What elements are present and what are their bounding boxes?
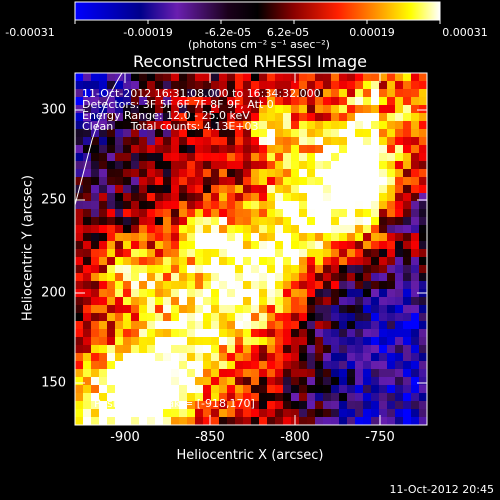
colorbar-gradient [74, 1, 441, 21]
y-tick: 200 [41, 285, 66, 301]
timestamp-footer: 11-Oct-2012 20:45 [389, 483, 494, 496]
colorbar-tick: -0.00019 [123, 26, 173, 39]
colorbar [74, 1, 441, 24]
y-tick: 300 [41, 102, 66, 118]
peak-position: Position of Peak = [-918,170] [94, 397, 255, 410]
x-tick: -800 [280, 430, 310, 445]
info-clean: Clean Total counts: 4.13E+03 [82, 120, 259, 133]
colorbar-units: (photons cm⁻² s⁻¹ asec⁻²) [188, 38, 330, 51]
image-title: Reconstructed RHESSI Image [133, 52, 367, 71]
y-tick: 150 [41, 375, 66, 391]
colorbar-tick: 6.2e-05 [266, 26, 310, 39]
colorbar-tick: -6.2e-05 [204, 26, 252, 39]
y-axis-label: Heliocentric Y (arcsec) [20, 175, 36, 321]
x-tick: -900 [110, 430, 140, 445]
info-detectors: Detectors: 3F 5F 6F 7F 8F 9F, Att 0 [82, 98, 274, 111]
colorbar-tick: -0.00031 [5, 26, 55, 39]
x-tick: -850 [195, 430, 225, 445]
colorbar-tick: 0.00019 [349, 26, 395, 39]
colorbar-tick: 0.00031 [442, 26, 488, 39]
x-tick: -750 [365, 430, 395, 445]
info-energy: Energy Range: 12.0 - 25.0 keV [82, 109, 250, 122]
info-time: 11-Oct-2012 16:31:08.000 to 16:34:32.000 [82, 87, 321, 100]
y-tick: 250 [41, 192, 66, 208]
x-axis-label: Heliocentric X (arcsec) [176, 448, 324, 463]
